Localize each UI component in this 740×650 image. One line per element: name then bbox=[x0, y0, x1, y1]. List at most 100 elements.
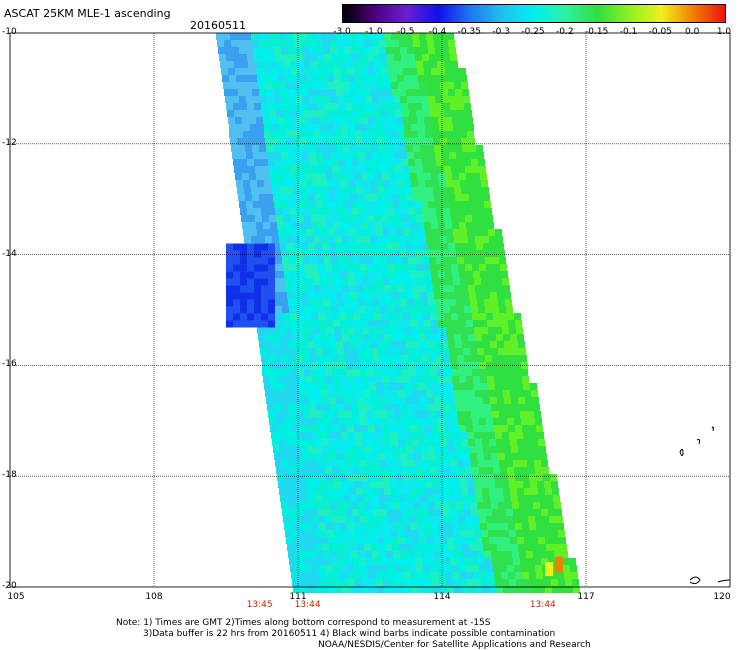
swath-cell bbox=[293, 488, 300, 495]
swath-cell bbox=[460, 131, 467, 138]
lon-tick-label: 120 bbox=[713, 592, 731, 602]
swath-cell bbox=[244, 236, 251, 243]
swath-cell bbox=[317, 257, 324, 264]
swath-cell bbox=[413, 292, 420, 299]
swath-cell bbox=[454, 334, 461, 341]
swath-cell bbox=[242, 173, 249, 180]
swath-cell bbox=[307, 138, 314, 145]
swath-cell bbox=[252, 194, 259, 201]
swath-cell bbox=[417, 523, 424, 530]
swath-cell bbox=[384, 488, 391, 495]
swath-cell bbox=[323, 502, 330, 509]
swath-cell bbox=[333, 173, 340, 180]
swath-cell bbox=[503, 439, 510, 446]
swath-cell bbox=[473, 173, 480, 180]
swath-cell bbox=[322, 243, 329, 250]
swath-cell bbox=[413, 89, 420, 96]
swath-cell bbox=[455, 446, 462, 453]
swath-cell bbox=[446, 229, 453, 236]
swath-cell bbox=[374, 565, 381, 572]
swath-cell bbox=[278, 432, 285, 439]
swath-cell bbox=[326, 68, 333, 75]
swath-cell bbox=[349, 236, 356, 243]
swath-cell bbox=[413, 397, 420, 404]
swath-cell bbox=[300, 82, 307, 89]
swath-cell bbox=[455, 495, 462, 502]
swath-cell bbox=[494, 320, 501, 327]
swath-cell bbox=[504, 446, 511, 453]
swath-cell bbox=[446, 383, 453, 390]
swath-cell bbox=[244, 33, 251, 40]
swath-cell bbox=[280, 40, 287, 47]
swath-cell bbox=[398, 586, 405, 593]
swath-cell bbox=[339, 467, 346, 474]
swath-cell bbox=[429, 306, 436, 313]
swath-cell bbox=[443, 103, 450, 110]
swath-cell bbox=[411, 383, 418, 390]
swath-cell bbox=[317, 54, 324, 61]
swath-cell bbox=[328, 187, 335, 194]
swath-cell bbox=[361, 425, 368, 432]
swath-cell bbox=[459, 572, 466, 579]
swath-cell bbox=[442, 551, 449, 558]
swath-cell bbox=[321, 187, 328, 194]
swath-cell bbox=[314, 439, 321, 446]
swath-cell bbox=[466, 320, 473, 327]
swath-cell bbox=[494, 523, 501, 530]
swath-cell bbox=[396, 572, 403, 579]
swath-cell bbox=[386, 96, 393, 103]
swath-cell bbox=[379, 96, 386, 103]
swath-cell bbox=[231, 89, 238, 96]
swath-cell bbox=[430, 61, 437, 68]
swath-cell bbox=[377, 488, 384, 495]
swath-cell bbox=[486, 369, 493, 376]
swath-cell bbox=[491, 453, 498, 460]
swath-cell bbox=[543, 474, 550, 481]
swath-cell bbox=[452, 474, 459, 481]
swath-cell bbox=[295, 404, 302, 411]
swath-cell bbox=[439, 327, 446, 334]
swath-cell bbox=[297, 418, 304, 425]
swath-cell bbox=[300, 334, 307, 341]
swath-cell bbox=[487, 222, 494, 229]
swath-cell bbox=[240, 159, 247, 166]
swath-cell bbox=[353, 516, 360, 523]
swath-cell bbox=[522, 572, 529, 579]
swath-cell bbox=[351, 201, 358, 208]
swath-cell bbox=[321, 285, 328, 292]
swath-cell bbox=[457, 306, 464, 313]
swath-cell bbox=[452, 572, 459, 579]
swath-cell bbox=[560, 544, 567, 551]
swath-cell bbox=[281, 250, 288, 257]
swath-cell bbox=[385, 194, 392, 201]
swath-cell bbox=[487, 425, 494, 432]
swath-cell bbox=[325, 565, 332, 572]
swath-cell bbox=[425, 481, 432, 488]
swath-cell bbox=[427, 544, 434, 551]
swath-cell bbox=[435, 551, 442, 558]
swath-cell bbox=[316, 348, 323, 355]
swath-cell bbox=[349, 82, 356, 89]
swath-cell bbox=[353, 369, 360, 376]
swath-cell bbox=[498, 348, 505, 355]
swath-cell bbox=[401, 558, 408, 565]
swath-cell bbox=[294, 194, 301, 201]
swath-cell bbox=[458, 215, 465, 222]
swath-cell bbox=[412, 236, 419, 243]
swath-cell bbox=[313, 432, 320, 439]
swath-cell bbox=[465, 418, 472, 425]
swath-cell bbox=[395, 110, 402, 117]
swath-cell bbox=[424, 68, 431, 75]
swath-cell bbox=[459, 474, 466, 481]
swath-cell bbox=[312, 173, 319, 180]
swath-cell bbox=[497, 397, 504, 404]
swath-cell bbox=[521, 565, 528, 572]
swath-cell bbox=[422, 103, 429, 110]
swath-cell bbox=[329, 397, 336, 404]
swath-cell bbox=[236, 180, 243, 187]
swath-cell bbox=[233, 257, 240, 265]
swath-cell bbox=[340, 474, 347, 481]
swath-cell bbox=[526, 502, 533, 509]
swath-cell bbox=[365, 348, 372, 355]
swath-cell bbox=[378, 341, 385, 348]
